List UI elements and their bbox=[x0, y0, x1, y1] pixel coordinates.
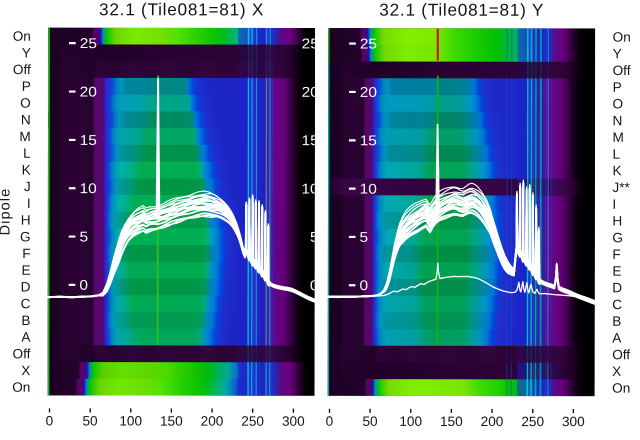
svg-text:5: 5 bbox=[310, 230, 319, 246]
svg-text:50: 50 bbox=[362, 414, 378, 429]
svg-text:J**: J** bbox=[612, 180, 630, 195]
svg-text:H: H bbox=[21, 213, 31, 228]
svg-text:10: 10 bbox=[80, 181, 97, 197]
svg-text:P: P bbox=[22, 79, 31, 94]
svg-text:C: C bbox=[21, 296, 31, 311]
svg-text:Off: Off bbox=[613, 63, 631, 78]
svg-text:5: 5 bbox=[79, 229, 88, 245]
svg-text:P: P bbox=[613, 80, 622, 95]
svg-text:15: 15 bbox=[360, 133, 377, 149]
svg-text:15: 15 bbox=[301, 133, 318, 149]
svg-text:G: G bbox=[612, 230, 623, 245]
svg-text:250: 250 bbox=[521, 414, 544, 429]
svg-text:150: 150 bbox=[440, 414, 463, 429]
svg-text:E: E bbox=[612, 264, 621, 279]
svg-text:M: M bbox=[613, 130, 624, 145]
svg-text:5: 5 bbox=[360, 230, 369, 246]
svg-text:B: B bbox=[21, 313, 30, 328]
svg-text:N: N bbox=[613, 113, 623, 128]
svg-text:Dipole: Dipole bbox=[0, 188, 14, 236]
svg-text:0: 0 bbox=[359, 278, 368, 294]
svg-text:X: X bbox=[612, 364, 621, 379]
svg-text:Y: Y bbox=[613, 46, 622, 61]
svg-text:20: 20 bbox=[360, 85, 377, 101]
svg-text:F: F bbox=[22, 246, 30, 261]
svg-text:0: 0 bbox=[46, 413, 54, 428]
svg-text:M: M bbox=[19, 129, 30, 144]
svg-text:Off: Off bbox=[612, 347, 630, 362]
svg-text:15: 15 bbox=[80, 133, 97, 149]
svg-text:G: G bbox=[20, 229, 31, 244]
svg-text:On: On bbox=[12, 380, 30, 395]
svg-text:100: 100 bbox=[119, 414, 142, 429]
svg-text:100: 100 bbox=[399, 414, 422, 429]
svg-text:25: 25 bbox=[360, 36, 377, 52]
svg-text:0: 0 bbox=[326, 414, 334, 429]
svg-text:25: 25 bbox=[80, 36, 97, 52]
svg-text:O: O bbox=[20, 96, 31, 111]
svg-text:On: On bbox=[612, 381, 630, 396]
svg-text:A: A bbox=[612, 331, 622, 346]
svg-text:32.1 (Tile081=81) X: 32.1 (Tile081=81) X bbox=[99, 0, 264, 19]
svg-text:X: X bbox=[21, 363, 30, 378]
svg-text:F: F bbox=[612, 247, 620, 262]
svg-text:25: 25 bbox=[302, 36, 319, 52]
svg-text:10: 10 bbox=[301, 181, 318, 197]
svg-text:E: E bbox=[21, 263, 30, 278]
svg-text:150: 150 bbox=[160, 414, 183, 429]
svg-text:K: K bbox=[22, 162, 31, 177]
svg-text:J: J bbox=[24, 179, 31, 194]
svg-text:D: D bbox=[21, 279, 31, 294]
svg-text:32.1 (Tile081=81) Y: 32.1 (Tile081=81) Y bbox=[379, 0, 544, 20]
svg-text:H: H bbox=[612, 214, 622, 229]
svg-text:Off: Off bbox=[13, 62, 31, 77]
svg-text:200: 200 bbox=[481, 414, 504, 429]
svg-text:20: 20 bbox=[302, 85, 319, 101]
svg-text:K: K bbox=[612, 163, 621, 178]
svg-text:A: A bbox=[21, 330, 31, 345]
svg-text:250: 250 bbox=[241, 414, 264, 429]
svg-text:N: N bbox=[21, 112, 31, 127]
svg-text:B: B bbox=[612, 314, 621, 329]
svg-text:D: D bbox=[612, 280, 622, 295]
svg-text:C: C bbox=[612, 297, 622, 312]
svg-text:20: 20 bbox=[80, 84, 97, 100]
svg-text:Off: Off bbox=[13, 346, 31, 361]
svg-text:O: O bbox=[613, 96, 624, 111]
svg-text:Y: Y bbox=[22, 45, 31, 60]
svg-text:I: I bbox=[612, 197, 616, 212]
svg-text:L: L bbox=[612, 147, 620, 162]
svg-text:0: 0 bbox=[79, 278, 88, 294]
svg-text:300: 300 bbox=[282, 414, 305, 429]
svg-text:L: L bbox=[23, 146, 31, 161]
svg-text:10: 10 bbox=[360, 182, 377, 198]
svg-text:300: 300 bbox=[562, 414, 585, 429]
svg-text:200: 200 bbox=[201, 414, 224, 429]
svg-text:I: I bbox=[27, 196, 31, 211]
svg-text:0: 0 bbox=[310, 278, 319, 294]
svg-text:On: On bbox=[13, 29, 31, 44]
svg-text:On: On bbox=[613, 30, 631, 45]
svg-text:50: 50 bbox=[82, 413, 98, 428]
